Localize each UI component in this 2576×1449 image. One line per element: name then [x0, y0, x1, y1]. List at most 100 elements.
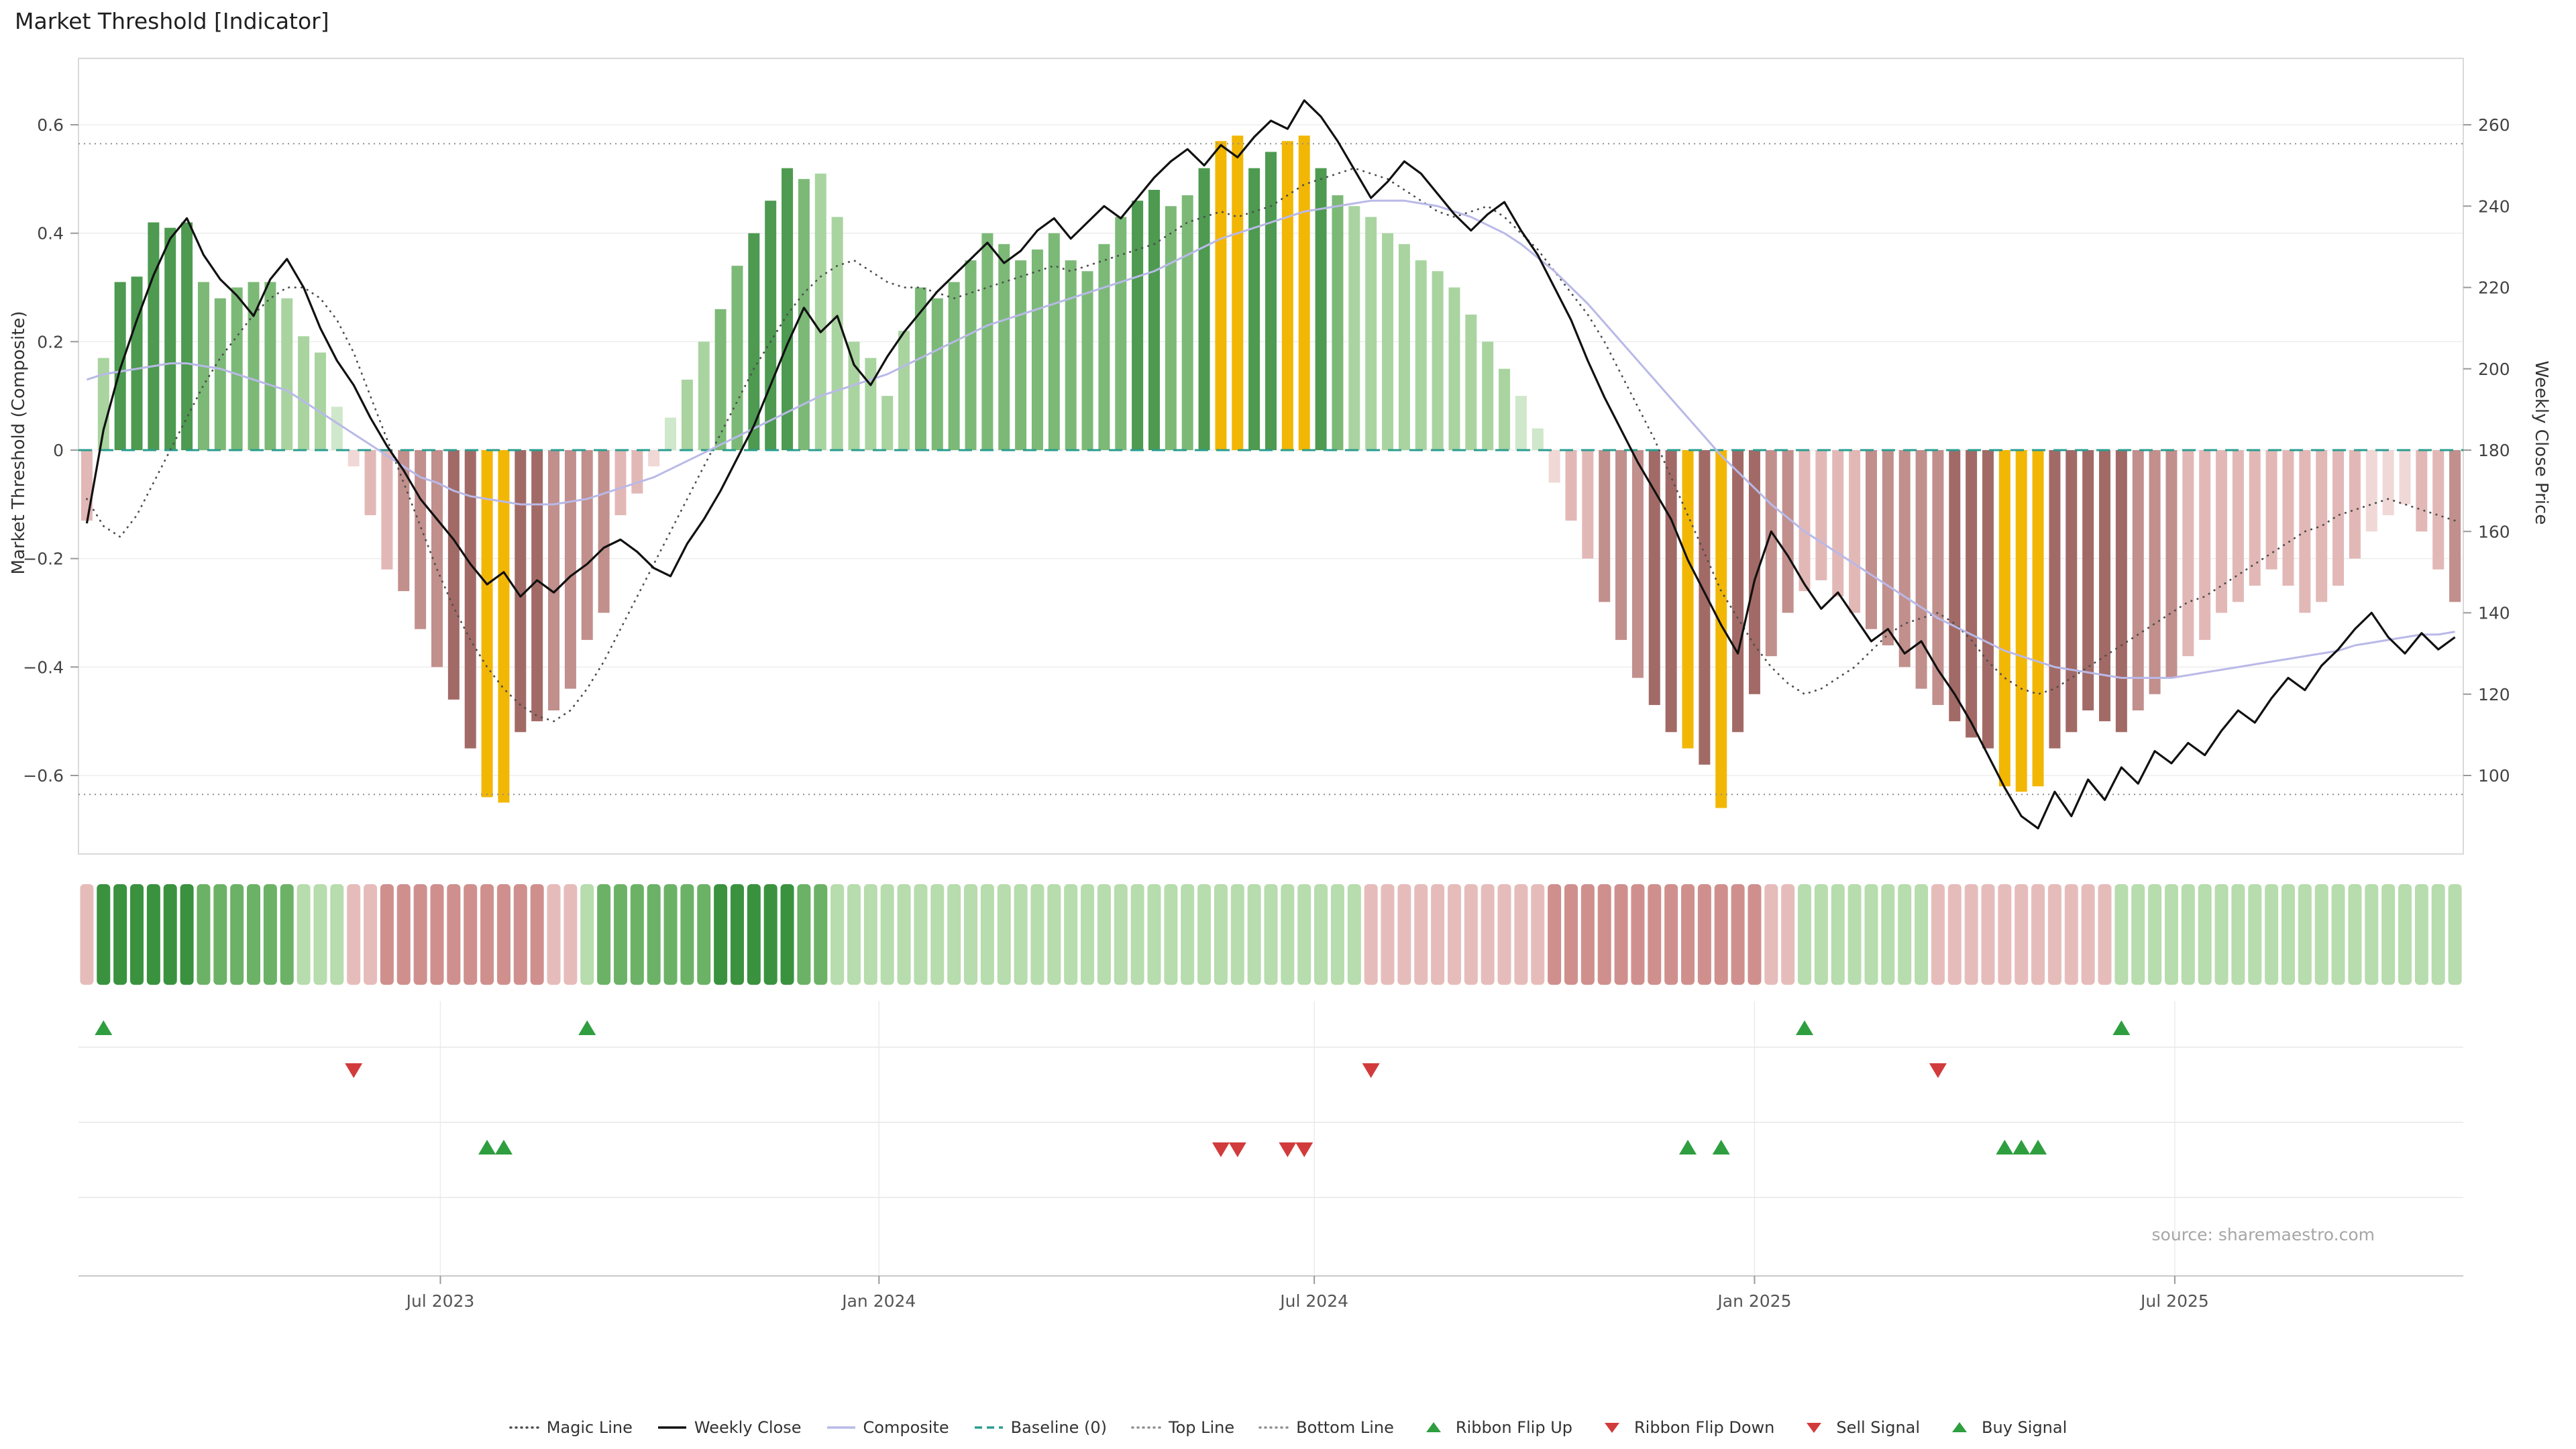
composite-bar	[298, 336, 310, 450]
y-tick-label-left: −0.6	[23, 766, 64, 786]
composite-bar	[281, 298, 293, 450]
ribbon-block	[247, 884, 261, 985]
ribbon-block	[1014, 884, 1028, 985]
composite-bar	[2115, 450, 2127, 733]
ribbon-block	[1181, 884, 1195, 985]
ribbon-block	[1931, 884, 1945, 985]
plot-border	[78, 58, 2464, 855]
composite-bar	[1148, 190, 1160, 450]
line-swatch-icon	[1258, 1426, 1289, 1429]
ribbon-block	[780, 884, 794, 985]
ribbon-flip-down-marker	[1929, 1063, 1947, 1078]
composite-bar	[2265, 450, 2277, 570]
composite-bar	[1515, 396, 1527, 450]
ribbon-block	[2414, 884, 2428, 985]
ribbon-block	[1898, 884, 1912, 985]
buy-signal-marker	[2012, 1140, 2031, 1155]
x-tick-label: Jan 2024	[841, 1291, 916, 1311]
composite-bar	[2382, 450, 2394, 515]
composite-bar	[1782, 450, 1794, 613]
ribbon-block	[863, 884, 877, 985]
ribbon-block	[980, 884, 994, 985]
composite-bar	[2099, 450, 2111, 722]
legend-swatch-shape	[1605, 1423, 1619, 1433]
ribbon-block	[1614, 884, 1628, 985]
ribbon-block	[396, 884, 411, 985]
y-tick-label-left: −0.4	[23, 657, 64, 677]
line-swatch-icon	[974, 1426, 1003, 1429]
ribbon-block	[1447, 884, 1461, 985]
composite-bar	[1665, 450, 1677, 733]
ribbon-block	[663, 884, 678, 985]
y-tick-label-left: 0.6	[37, 115, 64, 135]
composite-bar	[97, 358, 109, 450]
composite-bar	[865, 358, 877, 450]
magic-line	[86, 167, 2456, 722]
ribbon-block	[847, 884, 861, 985]
ribbon-block	[1731, 884, 1745, 985]
ribbon-block	[1531, 884, 1545, 985]
legend-label: Magic Line	[546, 1418, 633, 1437]
composite-bar	[2316, 450, 2328, 602]
legend-label: Baseline (0)	[1010, 1418, 1108, 1437]
y-tick-label-right: 140	[2478, 604, 2510, 623]
ribbon-block	[1781, 884, 1795, 985]
ribbon-block	[2314, 884, 2328, 985]
ribbon-block	[1081, 884, 1095, 985]
ribbon-block	[1397, 884, 1411, 985]
composite-bar	[1732, 450, 1744, 733]
composite-bar	[665, 417, 677, 450]
ribbon-block	[97, 884, 111, 985]
ribbon-block	[130, 884, 144, 985]
sell-signal-marker	[1295, 1142, 1313, 1157]
ribbon-block	[964, 884, 978, 985]
ribbon-block	[113, 884, 127, 985]
ribbon-block	[947, 884, 961, 985]
composite-bar	[1365, 217, 1377, 450]
signal-bar	[1215, 141, 1227, 451]
ribbon-block	[2248, 884, 2262, 985]
ribbon-block	[1264, 884, 1278, 985]
composite-bar	[1098, 244, 1110, 450]
composite-bar	[1966, 450, 1978, 738]
ribbon-block	[1648, 884, 1662, 985]
line-swatch-icon	[508, 1426, 540, 1429]
x-tick-label: Jul 2025	[2139, 1291, 2209, 1311]
legend-item-weekly-close: Weekly Close	[657, 1418, 802, 1437]
legend-label: Weekly Close	[694, 1418, 802, 1437]
ribbon-block	[730, 884, 744, 985]
ribbon-block	[714, 884, 728, 985]
ribbon-block	[1381, 884, 1395, 985]
composite-bar	[1932, 450, 1944, 705]
composite-bar	[581, 450, 593, 640]
ribbon-block	[1998, 884, 2012, 985]
composite-bar	[782, 168, 794, 450]
composite-bar	[898, 331, 910, 450]
ribbon-block	[897, 884, 911, 985]
legend-item-sell-signal: Sell Signal	[1799, 1418, 1920, 1437]
y-tick-label-left: 0.4	[37, 224, 64, 244]
ribbon-block	[163, 884, 177, 985]
y-tick-label-left: −0.2	[23, 549, 64, 569]
ribbon-flip-down-marker	[1362, 1063, 1380, 1078]
composite-bar	[1565, 450, 1577, 521]
signal-bar	[2032, 450, 2044, 787]
composite-bar	[765, 201, 777, 450]
composite-bar	[1532, 428, 1544, 450]
ribbon-block	[2098, 884, 2112, 985]
ribbon-block	[1330, 884, 1344, 985]
composite-bar	[681, 379, 693, 450]
composite-bar	[1382, 233, 1394, 450]
ribbon-block	[364, 884, 378, 985]
composite-bar	[1448, 287, 1460, 450]
composite-bar	[214, 298, 226, 450]
ribbon-block	[2148, 884, 2162, 985]
composite-bar	[2399, 450, 2411, 504]
signal-bar	[1998, 450, 2010, 787]
composite-bar	[748, 233, 760, 450]
signal-bar	[2015, 450, 2027, 792]
ribbon-block	[2015, 884, 2029, 985]
composite-bar	[1898, 450, 1911, 667]
ribbon-block	[2064, 884, 2078, 985]
